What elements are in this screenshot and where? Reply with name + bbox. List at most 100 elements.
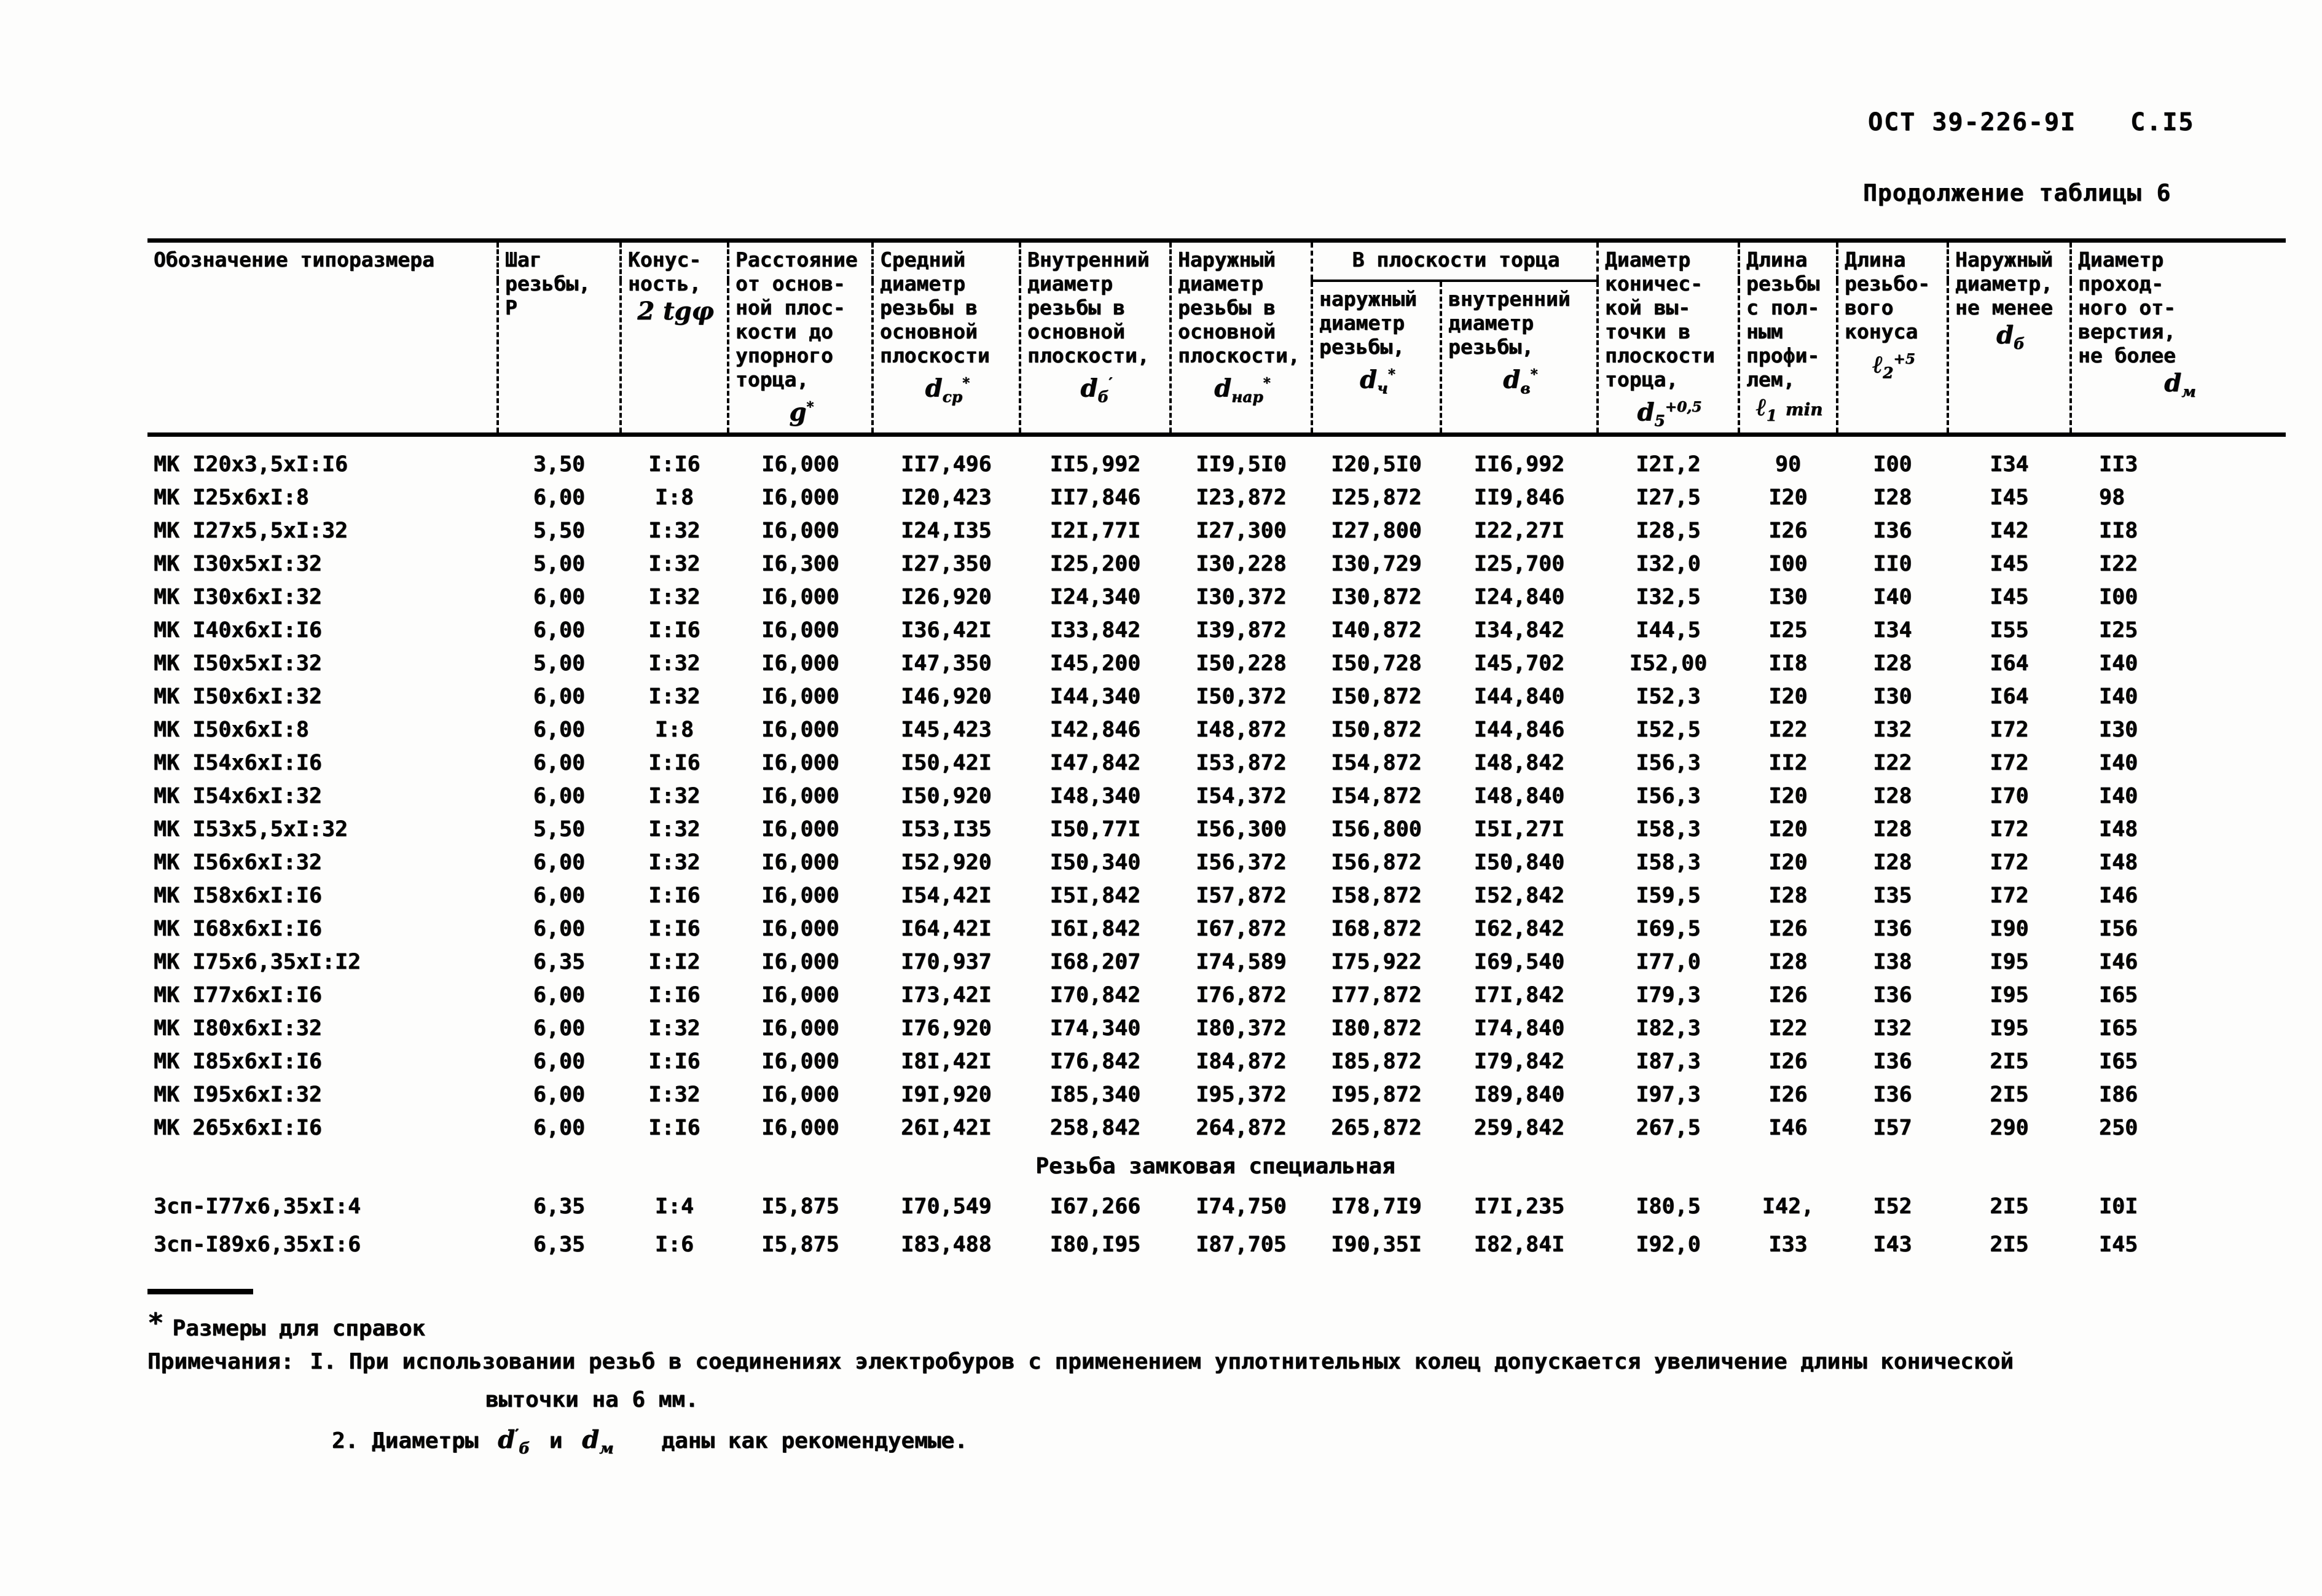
standard-number: ОСТ 39-226-9I	[1868, 108, 2077, 136]
value-cell: I42,	[1762, 1194, 1814, 1219]
value-cell: 6,00	[533, 718, 586, 743]
value-cell: I54,872	[1331, 784, 1422, 809]
db-symbol: dб′	[1080, 374, 1113, 406]
value-cell: I:I6	[648, 1116, 700, 1141]
value-cell: I87,3	[1636, 1049, 1701, 1074]
value-cell: I34,842	[1473, 618, 1565, 643]
value-cell: I:6	[654, 1232, 694, 1258]
table-row: МК I53х5,5хI:32 5,50 I:32 I6,000 I53,I35 I50,…	[147, 813, 2286, 846]
value-cell: 265,872	[1331, 1116, 1422, 1141]
value-cell: I50,340	[1049, 850, 1141, 875]
value-cell: I00	[1768, 552, 1808, 577]
value-cell: I:32	[648, 684, 700, 710]
value-cell: 2I5	[1990, 1049, 2029, 1074]
value-cell: II3	[2071, 432, 2286, 482]
value-cell: I90,35I	[1331, 1232, 1422, 1258]
value-cell: I25,872	[1331, 485, 1422, 510]
value-cell: 5,50	[533, 518, 586, 544]
value-cell: I48,340	[1049, 784, 1141, 809]
dv-symbol: dв*	[1503, 365, 1538, 397]
value-cell: I46	[2099, 883, 2138, 909]
value-cell: I97,3	[1636, 1082, 1701, 1108]
value-cell: I86	[2099, 1082, 2138, 1108]
value-cell: I64,42I	[901, 917, 992, 942]
value-cell: I6,000	[761, 618, 839, 643]
value-cell: I:4	[654, 1194, 694, 1219]
value-cell: I25	[1768, 618, 1808, 643]
value-cell: I52,842	[1473, 883, 1565, 909]
value-cell: I27,5	[1636, 485, 1701, 510]
col-header-distance-to-shoulder: Расстояние от основ- ной плос- кости до …	[727, 240, 873, 435]
table-row: МК I27х5,5хI:32 5,50 I:32 I6,000 I24,I35 I2I,…	[147, 514, 2286, 547]
designation-cell: МК I30х5хI:32	[154, 552, 322, 577]
value-cell: I24,340	[1049, 585, 1141, 610]
value-cell: I45	[1990, 485, 2029, 510]
l1-symbol: ℓ1 min	[1755, 393, 1823, 425]
value-cell: I40,872	[1331, 618, 1422, 643]
value-cell: I:I6	[648, 1049, 700, 1074]
value-cell: I30,372	[1196, 585, 1287, 610]
special-rows: Зсп-I77х6,35хI:4 6,35 I:4 I5,875 I70,549 I67,…	[147, 1187, 2286, 1264]
value-cell: I50,872	[1331, 684, 1422, 710]
value-cell: I30,228	[1196, 552, 1287, 577]
value-cell: I26,920	[901, 585, 992, 610]
value-cell: II7,496	[873, 432, 1020, 482]
value-cell: I65	[2099, 1049, 2138, 1074]
special-table-row: Зсп-I89х6,35хI:6 6,35 I:6 I5,875 I83,488 I80,…	[147, 1226, 2286, 1264]
value-cell: I72	[1990, 883, 2029, 909]
value-cell: I:32	[648, 651, 700, 676]
value-cell: I69,540	[1473, 950, 1565, 975]
value-cell: I6,000	[761, 1082, 839, 1108]
dcp-symbol: dср*	[925, 374, 970, 406]
note2-text-mid: и	[549, 1428, 563, 1453]
value-cell: I:32	[648, 1082, 700, 1108]
value-cell: I6,000	[761, 718, 839, 743]
value-cell: I28	[1873, 651, 1912, 676]
value-cell: I36	[1873, 983, 1912, 1008]
value-cell: I6,000	[761, 751, 839, 776]
value-cell: I:32	[648, 552, 700, 577]
value-cell: I28	[1873, 485, 1912, 510]
value-cell: I70,937	[901, 950, 992, 975]
value-cell: I30	[1768, 585, 1808, 610]
value-cell: I56,872	[1331, 850, 1422, 875]
value-cell: I76,842	[1049, 1049, 1141, 1074]
table-row: МК I50х6хI:8 6,00 I:8 I6,000 I45,423 I42,846 I…	[147, 713, 2286, 746]
table-row: МК I50х6хI:32 6,00 I:32 I6,000 I46,920 I44,34…	[147, 680, 2286, 713]
value-cell: 290	[1990, 1116, 2029, 1141]
value-cell: I70	[1990, 784, 2029, 809]
designation-cell: МК I58х6хI:I6	[154, 883, 322, 909]
value-cell: I23,872	[1196, 485, 1287, 510]
value-cell: I52,5	[1636, 718, 1701, 743]
value-cell: II7,846	[1049, 485, 1141, 510]
value-cell: I54,372	[1196, 784, 1287, 809]
value-cell: I20,5I0	[1312, 432, 1441, 482]
d5-symbol: d5+0,5	[1637, 397, 1702, 430]
dc-symbol: dб	[1996, 321, 2025, 353]
value-cell: I80,372	[1196, 1016, 1287, 1041]
value-cell: II2	[1768, 751, 1808, 776]
value-cell: I58,3	[1636, 850, 1701, 875]
designation-cell: МК I77х6хI:I6	[154, 983, 322, 1008]
value-cell: I33	[1768, 1232, 1808, 1258]
note2-text-post: даны как рекомендуемые.	[661, 1428, 968, 1453]
value-cell: I76,872	[1196, 983, 1287, 1008]
value-cell: I68,872	[1331, 917, 1422, 942]
value-cell: I44,5	[1636, 618, 1701, 643]
value-cell: I77,0	[1636, 950, 1701, 975]
value-cell: I74,589	[1196, 950, 1287, 975]
value-cell: I74,840	[1473, 1016, 1565, 1041]
value-cell: I28	[1873, 817, 1912, 842]
col-header-outer-diameter: Наружный диаметр резьбы в основной плоск…	[1169, 240, 1312, 435]
value-cell: I73,42I	[901, 983, 992, 1008]
value-cell: 90	[1739, 432, 1838, 482]
value-cell: I32,0	[1636, 552, 1701, 577]
value-cell: I77,872	[1331, 983, 1422, 1008]
value-cell: 6,35	[533, 950, 586, 975]
value-cell: I30	[2099, 718, 2138, 743]
value-cell: I72	[1990, 817, 2029, 842]
thread-dimensions-table: Обозначение типоразмера Шаг резьбы, Р Ко…	[147, 238, 2286, 1264]
value-cell: I48,842	[1473, 751, 1565, 776]
table-row: МК I56х6хI:32 6,00 I:32 I6,000 I52,920 I50,34…	[147, 846, 2286, 879]
value-cell: I59,5	[1636, 883, 1701, 909]
